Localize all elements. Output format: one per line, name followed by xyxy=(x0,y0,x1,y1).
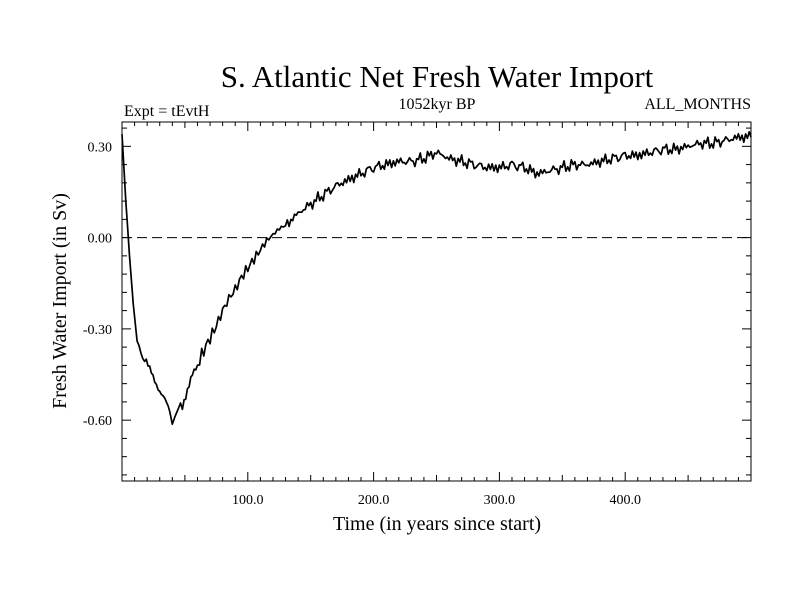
plot-frame xyxy=(121,121,752,482)
x-axis-label: Time (in years since start) xyxy=(333,513,541,535)
x-tick-label: 200.0 xyxy=(358,493,390,508)
y-tick-label: -0.60 xyxy=(83,414,112,429)
y-tick-label: 0.00 xyxy=(88,232,113,247)
x-axis: 100.0 200.0 300.0 400.0 xyxy=(134,122,739,508)
subtitle-right: ALL_MONTHS xyxy=(644,96,751,113)
series-line xyxy=(121,130,752,426)
series-layer xyxy=(121,130,752,426)
y-tick-label: -0.30 xyxy=(83,323,112,338)
subtitle-left: Expt = tEvtH xyxy=(124,103,210,120)
subtitle-center: 1052kyr BP xyxy=(399,96,476,113)
y-axis: 0.30 0.00 -0.30 -0.60 xyxy=(83,127,751,476)
y-axis-label: Fresh Water Import (in Sv) xyxy=(49,193,71,409)
x-tick-label: 100.0 xyxy=(232,493,264,508)
chart-title: S. Atlantic Net Fresh Water Import xyxy=(221,59,654,94)
x-tick-label: 300.0 xyxy=(484,493,516,508)
x-tick-label: 400.0 xyxy=(609,493,641,508)
y-tick-label: 0.30 xyxy=(88,140,113,155)
